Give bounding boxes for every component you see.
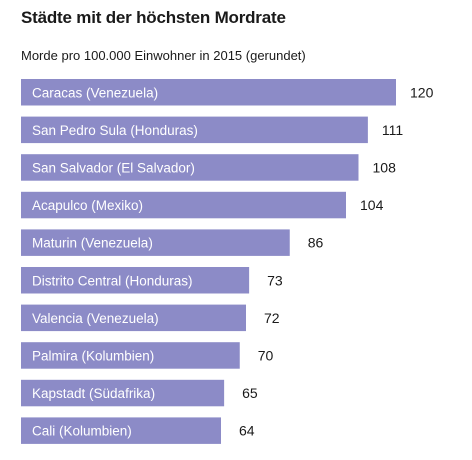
value-label: 104 [360,197,384,213]
bar [21,229,290,256]
bar [21,342,240,369]
bar [21,267,250,294]
value-label: 70 [258,347,274,363]
value-label: 64 [239,423,255,439]
category-label: San Salvador (El Salvador) [32,160,195,175]
bar-group: Distrito Central (Honduras) 73 [21,267,283,294]
chart-subtitle: Morde pro 100.000 Einwohner in 2015 (ger… [21,48,306,63]
bar-group: Caracas (Venezuela) 120 [21,79,434,106]
category-label: Caracas (Venezuela) [32,85,158,100]
bar [21,379,225,407]
value-label: 120 [410,84,434,100]
category-label: Palmira (Kolumbien) [32,348,154,363]
value-label: 86 [308,235,324,251]
bar [21,191,346,219]
value-label: 65 [242,385,258,401]
category-label: Maturin (Venezuela) [32,236,153,251]
bar [21,304,246,332]
bar-group: Acapulco (Mexiko) 104 [21,191,384,219]
value-label: 111 [382,122,403,138]
value-label: 73 [267,272,283,288]
bar-group: Kapstadt (Südafrika) 65 [21,379,258,407]
category-label: Kapstadt (Südafrika) [32,386,155,401]
bar [21,79,396,106]
category-label: Valencia (Venezuela) [32,311,159,326]
category-label: Acapulco (Mexiko) [32,198,143,213]
bar [21,417,221,444]
category-label: Cali (Kolumbien) [32,424,132,439]
bar-group: San Pedro Sula (Honduras) 111 [21,116,403,144]
chart-title: Städte mit der höchsten Mordrate [21,8,286,27]
bar-group: Palmira (Kolumbien) 70 [21,342,274,369]
bar-group: Cali (Kolumbien) 64 [21,417,255,444]
category-label: San Pedro Sula (Honduras) [32,123,198,138]
bar [21,154,359,181]
bar [21,116,368,144]
category-label: Distrito Central (Honduras) [32,273,193,288]
value-label: 72 [264,310,280,326]
bar-group: Valencia (Venezuela) 72 [21,304,280,332]
bar-group: San Salvador (El Salvador) 108 [21,154,396,181]
bar-group: Maturin (Venezuela) 86 [21,229,324,256]
value-label: 108 [373,159,397,175]
